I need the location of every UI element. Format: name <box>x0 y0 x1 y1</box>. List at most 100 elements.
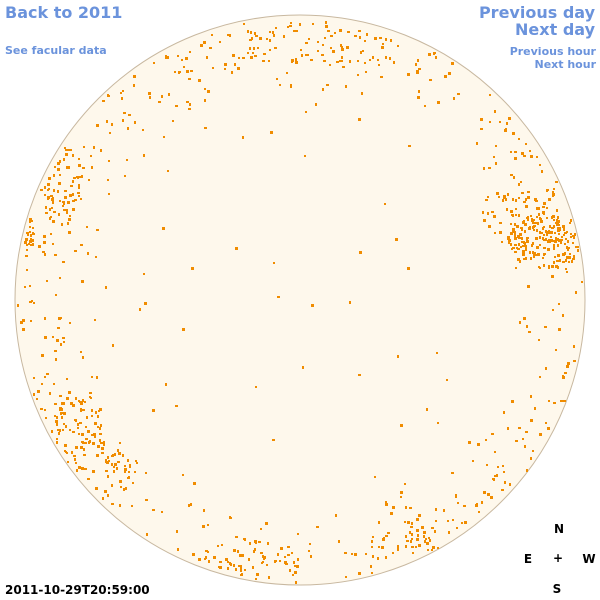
facula-point <box>504 481 506 484</box>
facula-point <box>512 228 515 231</box>
facula-point <box>556 223 559 226</box>
facula-point <box>478 511 480 513</box>
facula-point <box>405 545 407 548</box>
facula-point <box>525 198 527 201</box>
facula-point <box>506 122 508 125</box>
facula-point <box>485 199 488 201</box>
facula-point <box>66 452 68 454</box>
facula-point <box>392 552 394 554</box>
facula-point <box>381 46 384 49</box>
facula-point <box>207 524 209 526</box>
facula-point <box>315 103 317 106</box>
previous-day-link[interactable]: Previous day <box>478 3 595 22</box>
facula-point <box>27 234 29 236</box>
facula-point <box>273 34 275 37</box>
facula-point <box>515 208 517 210</box>
facula-point <box>287 554 290 556</box>
facula-point <box>533 255 535 258</box>
facula-point <box>43 241 46 244</box>
facula-point <box>270 131 273 134</box>
facula-point <box>29 226 31 228</box>
facula-point <box>551 265 554 268</box>
facula-point <box>62 201 65 203</box>
previous-hour-link[interactable]: Previous hour <box>509 45 596 58</box>
facula-point <box>566 256 569 259</box>
facula-point <box>52 243 54 245</box>
facula-point <box>78 433 80 435</box>
facula-point <box>537 253 540 256</box>
facula-point <box>231 71 233 74</box>
facula-point <box>418 514 421 517</box>
facula-point <box>224 63 227 66</box>
back-to-year-link[interactable]: Back to 2011 <box>5 3 123 22</box>
facula-point <box>562 261 565 263</box>
facula-point <box>107 179 109 181</box>
facula-point <box>272 439 275 441</box>
facula-point <box>416 518 419 521</box>
facula-point <box>411 522 413 525</box>
facula-point <box>384 203 386 205</box>
facula-point <box>72 404 75 407</box>
facula-point <box>483 219 486 222</box>
facula-point <box>418 544 421 547</box>
facula-point <box>145 499 148 501</box>
facula-point <box>77 423 79 426</box>
facula-point <box>571 260 573 263</box>
facula-point <box>283 35 285 38</box>
facula-point <box>421 526 424 529</box>
facula-point <box>522 253 525 256</box>
facula-point <box>559 259 561 262</box>
facula-point <box>510 243 512 246</box>
facula-point <box>188 78 191 80</box>
facula-point <box>252 52 254 54</box>
facula-point <box>400 424 403 427</box>
facula-point <box>329 64 331 66</box>
facula-point <box>323 60 326 62</box>
facula-point <box>365 71 367 73</box>
facula-point <box>100 149 102 152</box>
facula-point <box>562 225 565 228</box>
facular-points <box>17 21 583 584</box>
facula-point <box>435 508 437 511</box>
facula-point <box>564 372 567 374</box>
facula-point <box>512 231 514 233</box>
facula-point <box>61 416 63 419</box>
facula-point <box>134 471 136 473</box>
facula-point <box>494 232 496 234</box>
facula-point <box>434 530 436 533</box>
facula-point <box>518 214 520 217</box>
facula-point <box>99 408 102 411</box>
facula-point <box>58 182 61 185</box>
facula-point <box>22 319 25 322</box>
facula-point <box>435 520 437 522</box>
facula-point <box>30 244 33 246</box>
facula-point <box>390 39 392 42</box>
facula-point <box>267 542 269 545</box>
facula-point <box>496 192 499 195</box>
facula-point <box>557 216 559 219</box>
see-facular-data-link[interactable]: See facular data <box>5 44 107 57</box>
facula-point <box>327 30 330 32</box>
facula-point <box>66 378 68 380</box>
facula-point <box>102 100 105 102</box>
next-day-link[interactable]: Next day <box>515 20 595 39</box>
facula-point <box>431 549 433 551</box>
facula-point <box>428 53 431 56</box>
facula-point <box>127 459 129 462</box>
facula-point <box>122 454 124 457</box>
facula-point <box>232 54 235 57</box>
facula-point <box>300 49 302 51</box>
facula-point <box>359 251 362 254</box>
next-hour-link[interactable]: Next hour <box>534 58 597 71</box>
facula-point <box>221 544 223 546</box>
facula-point <box>47 183 50 186</box>
facula-point <box>219 41 221 43</box>
facula-point <box>341 48 344 51</box>
facula-point <box>120 486 122 488</box>
facula-point <box>72 208 75 211</box>
facula-point <box>435 56 437 59</box>
facula-point <box>240 567 242 569</box>
facula-point <box>262 60 265 62</box>
facula-point <box>307 54 309 56</box>
compass-east-label: E <box>523 552 533 566</box>
